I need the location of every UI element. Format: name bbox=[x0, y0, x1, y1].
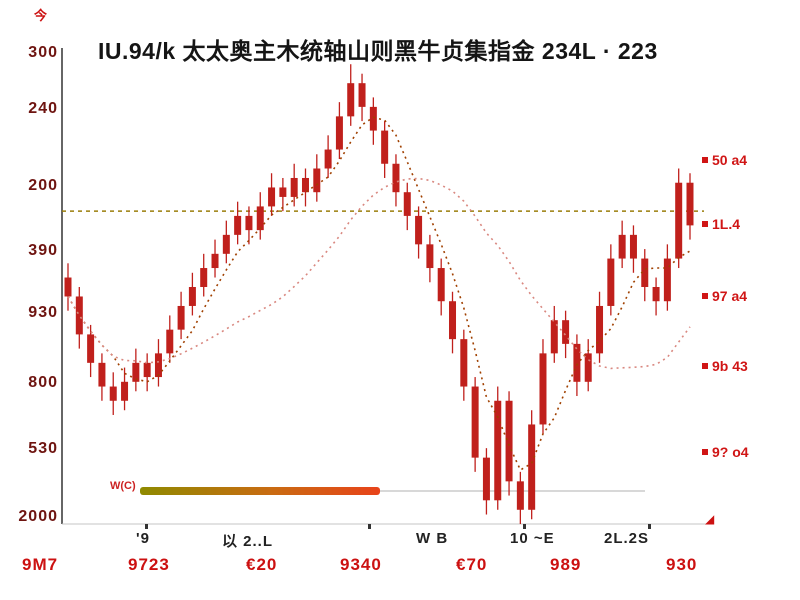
bottom-value: 9M7 bbox=[22, 555, 59, 574]
y-tick-label: 800 bbox=[28, 374, 58, 391]
x-tick-label: '9 bbox=[136, 530, 150, 547]
y-tick-label: 390 bbox=[28, 242, 58, 259]
price-tag-icon bbox=[702, 293, 708, 299]
right-price-label: 9? o4 bbox=[702, 444, 797, 460]
right-price-label: 1L.4 bbox=[702, 216, 797, 232]
right-price-label: 9b 43 bbox=[702, 358, 797, 374]
y-tick-label: 930 bbox=[28, 304, 58, 321]
right-price-text: 97 a4 bbox=[712, 288, 748, 304]
price-tag-icon bbox=[702, 449, 708, 455]
bottom-value: 9723 bbox=[128, 555, 170, 574]
right-price-text: 9b 43 bbox=[712, 358, 748, 374]
y-tick-label: 200 bbox=[28, 177, 58, 194]
y-tick-label: 530 bbox=[28, 440, 58, 457]
x-tick-label: 10 ~E bbox=[510, 530, 555, 547]
bottom-value: 9340 bbox=[340, 555, 382, 574]
corner-mark: 今 bbox=[34, 8, 48, 23]
y-tick-label: 2000 bbox=[18, 508, 58, 525]
price-tag-icon bbox=[702, 157, 708, 163]
x-tick-label: 2L.2S bbox=[604, 530, 650, 547]
chart-title: IU.94/k 太太奥主木统轴山则黑牛贞集指金 234L · 223 bbox=[98, 38, 658, 64]
bottom-value: €70 bbox=[456, 555, 488, 574]
price-tag-icon bbox=[702, 363, 708, 369]
volume-indicator-label: W(C) bbox=[110, 480, 136, 492]
bottom-value: 989 bbox=[550, 555, 582, 574]
right-price-text: 1L.4 bbox=[712, 216, 741, 232]
y-tick-label: 300 bbox=[28, 44, 58, 61]
right-price-text: 50 a4 bbox=[712, 152, 748, 168]
axis-end-marker-icon: ◢ bbox=[705, 512, 715, 526]
right-price-text: 9? o4 bbox=[712, 444, 749, 460]
bottom-value: €20 bbox=[246, 555, 278, 574]
right-price-label: 97 a4 bbox=[702, 288, 797, 304]
y-tick-label: 240 bbox=[28, 100, 58, 117]
bottom-value: 930 bbox=[666, 555, 698, 574]
x-tick-label: 以 2..L bbox=[222, 533, 274, 550]
right-price-label: 50 a4 bbox=[702, 152, 797, 168]
x-tick-label: W B bbox=[416, 530, 449, 547]
price-tag-icon bbox=[702, 221, 708, 227]
